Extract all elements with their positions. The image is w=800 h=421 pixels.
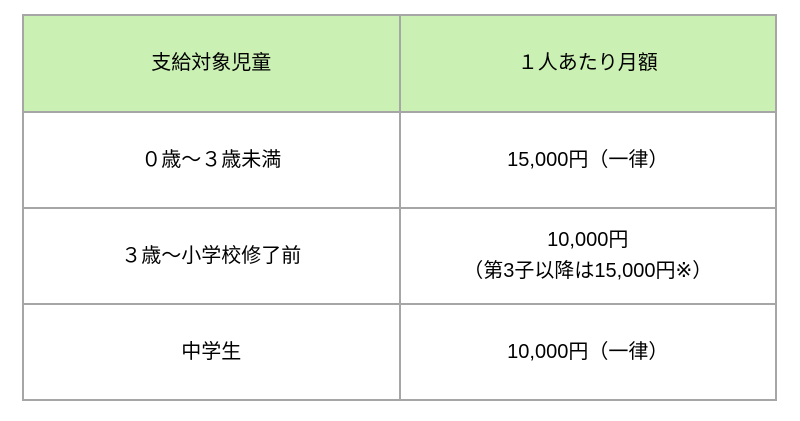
target-cell: ３歳～小学校修了前 xyxy=(22,207,401,305)
target-cell: 中学生 xyxy=(22,303,401,401)
amount-line1: 15,000円（一律） xyxy=(507,148,669,171)
child-allowance-table: 支給対象児童 １人あたり月額 ０歳～３歳未満 15,000円（一律） ３歳～小 xyxy=(22,14,777,401)
table-head: 支給対象児童 １人あたり月額 xyxy=(22,14,777,113)
table-row-age-0-3: ０歳～３歳未満 15,000円（一律） xyxy=(22,111,777,209)
target-label: 中学生 xyxy=(181,340,242,363)
amount-cell: 15,000円（一律） xyxy=(398,111,777,209)
amount-cell: 10,000円（一律） xyxy=(398,303,777,401)
target-label: ０歳～３歳未満 xyxy=(141,148,282,171)
header-label-target-children: 支給対象児童 xyxy=(151,52,272,74)
table-body: ０歳～３歳未満 15,000円（一律） ３歳～小学校修了前 10,000円 （第… xyxy=(22,111,777,401)
table-row-junior-high: 中学生 10,000円（一律） xyxy=(22,303,777,401)
target-cell: ０歳～３歳未満 xyxy=(22,111,401,209)
amount-line1: 10,000円 xyxy=(547,229,629,251)
target-label: ３歳～小学校修了前 xyxy=(121,244,302,267)
amount-line2: （第3子以降は15,000円※） xyxy=(463,260,713,282)
header-cell-monthly-amount: １人あたり月額 xyxy=(398,14,777,113)
amount-line1: 10,000円（一律） xyxy=(507,340,669,363)
amount-cell: 10,000円 （第3子以降は15,000円※） xyxy=(398,207,777,305)
table-row-age-3-elementary: ３歳～小学校修了前 10,000円 （第3子以降は15,000円※） xyxy=(22,207,777,305)
header-cell-target-children: 支給対象児童 xyxy=(22,14,401,113)
header-label-monthly-amount: １人あたり月額 xyxy=(517,52,658,74)
table-header-row: 支給対象児童 １人あたり月額 xyxy=(22,14,777,113)
